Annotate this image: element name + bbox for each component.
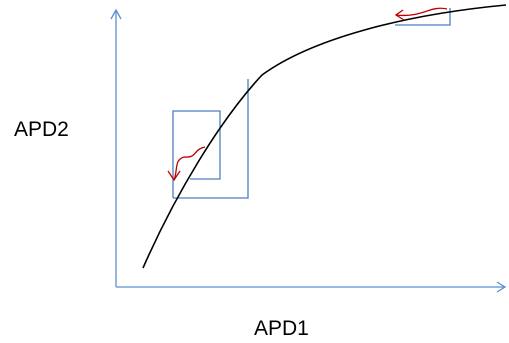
cobweb-construction [172,8,451,199]
top-cobweb-step [395,8,451,26]
x-axis-label: APD1 [254,317,309,340]
axes-group [110,8,507,293]
top-direction-arrowhead [394,9,405,21]
y-axis-label: APD2 [14,118,69,141]
outer-cobweb-box [173,79,249,199]
x-axis-arrowhead [496,281,507,293]
top-direction-arrow [395,7,448,17]
y-axis-arrowhead [110,8,122,20]
lower-direction-arrow [173,146,206,181]
inner-cobweb-box [172,110,221,198]
restitution-curve [142,4,507,269]
direction-arrows [167,7,448,182]
lower-direction-arrowhead [167,170,181,182]
